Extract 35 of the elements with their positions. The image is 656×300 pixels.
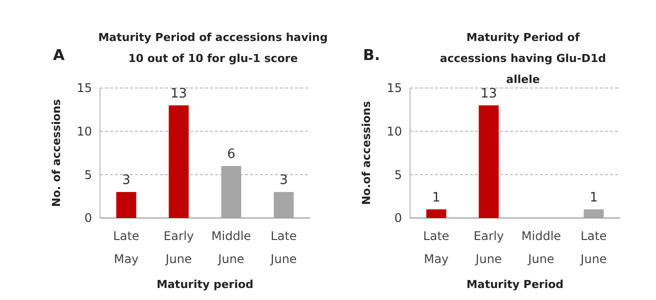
data-label: 3: [280, 173, 288, 188]
x-tick-label: Late June: [270, 229, 297, 266]
y-tick-label: 0: [84, 211, 92, 226]
bar: [221, 166, 242, 218]
y-tick-label: 15: [76, 81, 92, 96]
y-tick-label: 15: [386, 81, 402, 96]
data-label: 13: [170, 86, 188, 102]
text: A: [53, 46, 65, 64]
x-axis-title: Maturity Period: [466, 278, 564, 291]
x-tick-label: Early June: [164, 229, 194, 266]
chart-title: Maturity Period of accessions having Glu-D1d allele: [440, 31, 606, 86]
y-tick-label: 10: [76, 124, 92, 139]
data-label: 1: [432, 190, 440, 206]
x-tick-label: Early June: [474, 229, 504, 266]
x-tick-label: Middle June: [211, 229, 252, 266]
x-tick-label: Middle June: [521, 229, 562, 266]
y-axis-title: No. of accessions: [50, 98, 63, 207]
data-label: 13: [480, 86, 498, 102]
data-label: 6: [227, 147, 236, 162]
chart-title: Maturity Period of accessions having 10 out of 10 for glu-1 score: [98, 31, 328, 65]
x-tick-label: Late May: [423, 229, 450, 266]
text: B.: [363, 46, 380, 64]
y-tick-label: 0: [394, 211, 402, 226]
y-axis-title: No.of accessions: [360, 100, 373, 205]
y-tick-label: 10: [386, 124, 402, 139]
bar: [116, 192, 136, 218]
y-tick-label: 5: [84, 168, 92, 182]
x-tick-label: Late May: [113, 229, 140, 266]
data-label: 3: [122, 173, 130, 188]
x-axis-title: Maturity period: [156, 278, 254, 291]
x-tick-label: Late June: [580, 229, 607, 266]
data-label: 1: [590, 190, 598, 206]
y-tick-label: 5: [394, 168, 402, 182]
bar: [168, 105, 189, 218]
bar: [274, 192, 294, 218]
